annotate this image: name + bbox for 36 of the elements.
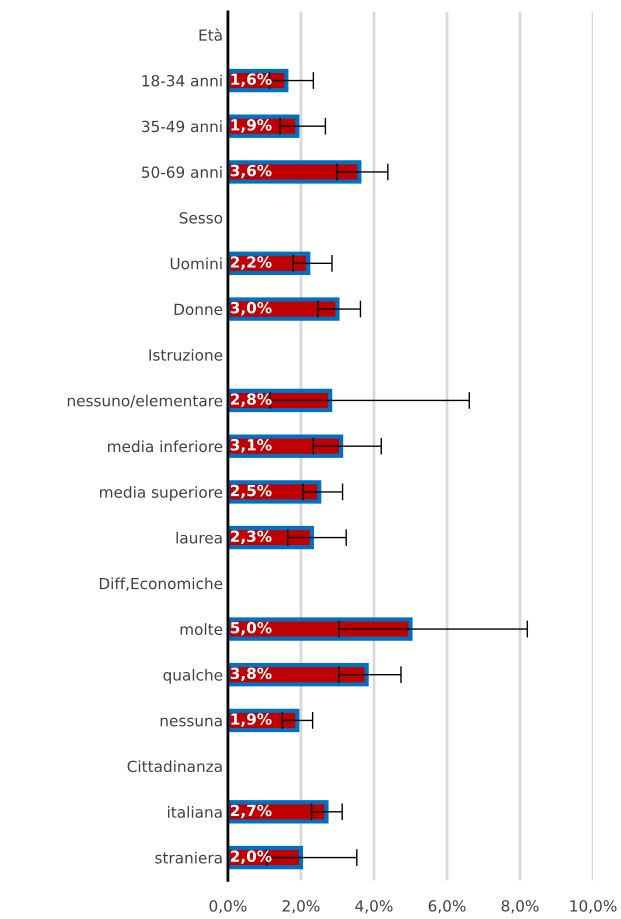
data-label: 2,3% (230, 530, 272, 544)
y-tick-label: Età (200, 28, 222, 41)
y-tick-label: molte (180, 623, 222, 636)
y-tick-label: Donne (174, 304, 222, 316)
x-tick-label: 6,0% (428, 900, 466, 914)
y-tick-label: italiana (168, 806, 222, 818)
x-tick-label: 8,0% (502, 900, 539, 914)
y-tick-label: Cittadinanza (128, 760, 222, 772)
x-tick-label: 2,0% (282, 900, 320, 914)
data-label: 2,7% (230, 804, 272, 818)
y-tick-label: laurea (176, 532, 222, 544)
data-label: 2,5% (230, 484, 272, 498)
x-tick-label: 10,0% (570, 900, 616, 914)
y-tick-label: qualche (163, 668, 222, 684)
x-tick-label: 4,0% (355, 900, 393, 914)
data-label: 3,6% (230, 164, 272, 178)
data-label: 3,1% (230, 439, 272, 453)
y-tick-label: media superiore (100, 486, 222, 501)
x-tick-label: 0,0% (210, 900, 246, 914)
y-tick-label: media inferiore (108, 440, 222, 452)
y-tick-label: straniera (155, 852, 222, 864)
y-tick-label: 50-69 anni (142, 166, 222, 178)
y-tick-label: Uomini (170, 258, 222, 270)
data-label: 3,0% (230, 302, 272, 316)
data-label: 5,0% (230, 622, 272, 636)
data-label: 2,2% (230, 256, 272, 270)
data-label: 3,8% (230, 668, 272, 682)
y-tick-label: Diff,Economiche (100, 577, 222, 591)
y-tick-label: nessuna (160, 718, 222, 726)
y-tick-label: nessuno/elementare (68, 394, 222, 408)
data-label: 1,9% (231, 119, 272, 133)
y-tick-label: 18-34 anni (142, 74, 222, 87)
y-tick-label: Sesso (180, 212, 222, 224)
data-label: 1,9% (231, 713, 272, 727)
y-tick-label: 35-49 anni (142, 120, 222, 132)
y-tick-label: Istruzione (149, 348, 222, 361)
